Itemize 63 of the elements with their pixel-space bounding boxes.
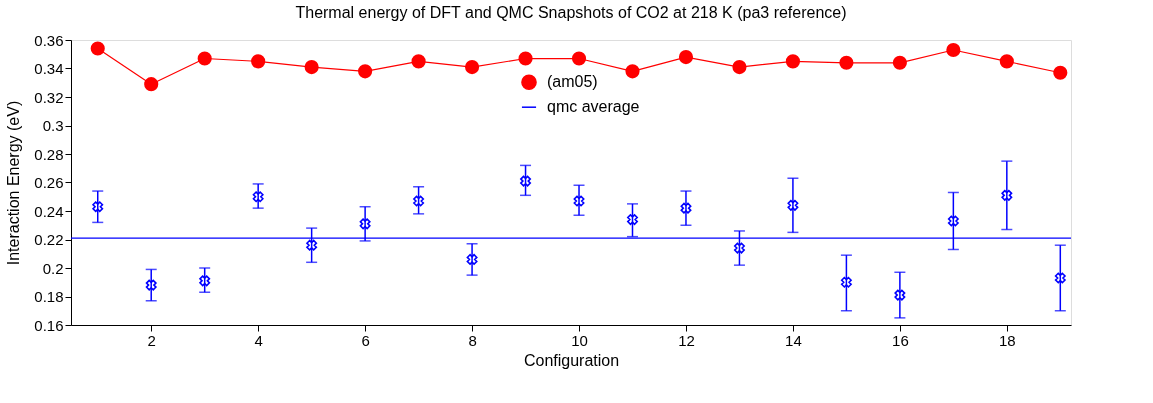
point <box>627 214 638 226</box>
legend-label: (am05) <box>547 73 598 91</box>
point <box>520 175 532 187</box>
point <box>465 60 480 75</box>
point <box>787 199 799 211</box>
y-tick-label: 0.22 <box>34 231 64 248</box>
point <box>732 60 747 75</box>
point <box>252 191 264 203</box>
point <box>571 51 587 66</box>
point <box>304 60 319 75</box>
y-tick-label: 0.2 <box>42 259 64 277</box>
y-tick-label: 0.3 <box>42 117 64 134</box>
x-tick-label: 2 <box>147 331 156 349</box>
point <box>144 77 159 92</box>
point <box>359 218 371 230</box>
x-tick-label: 6 <box>361 331 370 349</box>
y-tick-label: 0.34 <box>34 60 64 77</box>
point <box>733 242 745 254</box>
point <box>680 202 692 214</box>
point <box>894 289 906 301</box>
y-tick-label: 0.18 <box>34 288 64 305</box>
point <box>1001 189 1013 201</box>
point <box>678 50 694 65</box>
point <box>785 54 800 69</box>
point <box>306 239 318 251</box>
point <box>251 54 266 69</box>
y-tick-label: 0.28 <box>34 145 64 163</box>
point <box>892 55 907 70</box>
point <box>466 253 478 265</box>
x-axis-title: Configuration <box>523 351 620 369</box>
point <box>1053 65 1068 80</box>
point <box>839 55 854 70</box>
x-tick-label: 10 <box>571 331 588 349</box>
point <box>411 54 426 69</box>
y-tick-label: 0.24 <box>34 202 64 220</box>
point <box>197 51 212 66</box>
point <box>999 54 1014 69</box>
point <box>625 64 640 79</box>
x-tick-label: 4 <box>254 331 263 349</box>
y-tick-label: 0.32 <box>34 88 64 106</box>
point <box>518 51 533 66</box>
x-tick-label: 16 <box>892 331 909 349</box>
point <box>573 195 585 207</box>
point <box>840 276 852 288</box>
chart-title: Thermal energy of DFT and QMC Snapshots of CO2 at 218 K (pa3 reference) <box>295 4 847 21</box>
point <box>92 201 104 213</box>
y-tick-label: 0.36 <box>34 31 64 49</box>
point <box>413 195 425 207</box>
point <box>90 41 105 56</box>
x-tick-label: 12 <box>678 331 695 349</box>
point <box>946 42 961 58</box>
point <box>145 279 157 291</box>
y-tick-label: 0.26 <box>34 174 64 191</box>
point <box>947 215 959 227</box>
x-tick-label: 18 <box>998 331 1016 349</box>
legend-label: qmc average <box>547 98 640 116</box>
y-axis-title: Interaction Energy (eV) <box>5 100 23 266</box>
point <box>1054 272 1066 284</box>
x-tick-label: 8 <box>468 331 477 349</box>
x-tick-label: 14 <box>785 331 802 349</box>
point <box>358 64 373 79</box>
point <box>199 275 211 287</box>
y-tick-label: 0.16 <box>34 316 64 334</box>
